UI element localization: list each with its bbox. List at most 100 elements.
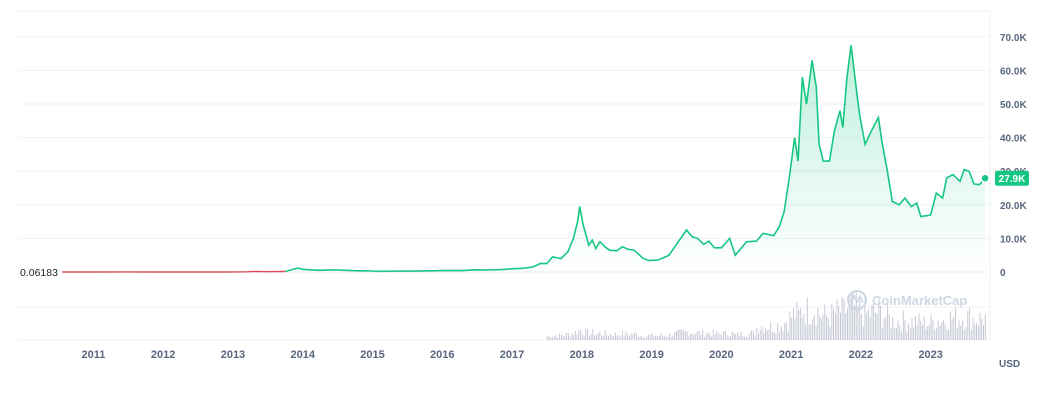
volume-bar — [723, 331, 725, 340]
volume-bar — [922, 325, 923, 340]
volume-bar — [791, 317, 793, 340]
volume-bar — [920, 320, 922, 340]
volume-bar — [655, 336, 657, 340]
x-tick-label: 2012 — [151, 349, 175, 361]
volume-bar — [738, 336, 740, 340]
volume-bar — [890, 327, 892, 340]
volume-bar — [744, 337, 745, 340]
volume-bar — [717, 333, 719, 340]
volume-bar — [857, 305, 859, 340]
volume-bar — [745, 336, 747, 340]
x-axis: 2011 2012 2013 2014 2015 2016 2017 2018 2019 2020… — [81, 349, 942, 361]
volume-bar — [681, 329, 683, 340]
volume-bar — [777, 323, 779, 340]
volume-bar — [627, 334, 629, 340]
volume-bar — [902, 310, 904, 340]
volume-bar — [913, 327, 915, 340]
x-tick-label: 2021 — [779, 349, 803, 361]
volume-bar — [564, 336, 566, 340]
volume-bar — [979, 313, 981, 340]
volume-bar — [859, 300, 861, 340]
volume-bar — [833, 308, 834, 340]
volume-bar — [641, 335, 643, 340]
coinmarketcap-logo-icon — [847, 290, 867, 310]
volume-bar — [895, 327, 897, 340]
x-tick-label: 2016 — [430, 349, 454, 361]
volume-bar — [571, 333, 573, 340]
y-tick-label: 60.0K — [1000, 66, 1027, 77]
volume-bar — [826, 315, 827, 340]
volume-bar — [983, 325, 984, 340]
volume-bar — [812, 319, 814, 340]
volume-bar — [684, 330, 686, 340]
volume-bar — [569, 336, 571, 340]
volume-bar — [894, 328, 896, 340]
volume-bar — [775, 334, 777, 340]
x-tick-label: 2019 — [639, 349, 663, 361]
volume-bar — [714, 334, 716, 340]
volume-bar — [881, 327, 883, 340]
volume-bar — [649, 335, 651, 340]
volume-bar — [557, 337, 559, 340]
y-tick-label: 40.0K — [1000, 134, 1027, 145]
volume-bar — [721, 336, 723, 340]
volume-bar — [703, 337, 705, 340]
volume-bar — [778, 332, 780, 340]
volume-bar — [946, 330, 948, 340]
y-tick-label: 20.0K — [1000, 201, 1027, 212]
watermark-text: CoinMarketCap — [872, 293, 967, 308]
volume-bar — [864, 299, 866, 340]
volume-bar — [758, 333, 759, 340]
volume-bar — [867, 309, 869, 340]
volume-bar — [836, 299, 838, 340]
volume-bar — [705, 334, 707, 340]
volume-bar — [616, 335, 618, 340]
volume-bar — [815, 326, 817, 340]
volume-bar — [686, 331, 688, 340]
volume-bar — [939, 326, 941, 340]
x-tick-label: 2017 — [500, 349, 524, 361]
volume-bar — [669, 333, 670, 340]
volume-bar — [838, 305, 840, 340]
volume-bar — [676, 330, 677, 340]
volume-bar — [794, 318, 796, 340]
volume-bar — [960, 325, 962, 340]
volume-bar — [887, 303, 889, 340]
volume-bar — [546, 336, 548, 340]
volume-bar — [740, 331, 742, 340]
y-tick-label: 50.0K — [1000, 100, 1027, 111]
volume-bar — [792, 308, 794, 340]
volume-bar — [587, 328, 589, 340]
volume-bar — [772, 332, 773, 340]
volume-bar — [810, 324, 812, 340]
y-tick-label: 70.0K — [1000, 33, 1027, 44]
volume-bar — [677, 329, 679, 340]
volume-bar — [962, 320, 964, 340]
volume-bar — [829, 326, 831, 340]
volume-bar — [935, 327, 937, 340]
volume-bar — [599, 331, 601, 340]
volume-bar — [618, 335, 620, 340]
volume-bar — [948, 329, 950, 340]
volume-bar — [923, 316, 925, 340]
volume-bar — [822, 314, 824, 340]
volume-bar — [897, 320, 899, 340]
volume-bar — [916, 325, 918, 340]
volume-bar — [731, 331, 733, 340]
volume-bar — [843, 299, 845, 340]
volume-bar — [927, 326, 929, 340]
volume-bar — [937, 320, 939, 340]
volume-bar — [763, 333, 765, 340]
currency-label: USD — [999, 359, 1020, 370]
price-line — [285, 45, 986, 273]
volume-bar — [768, 329, 770, 340]
volume-bar — [840, 312, 841, 340]
volume-bar — [707, 332, 709, 340]
watermark: CoinMarketCap — [847, 290, 967, 310]
volume-bar — [566, 332, 568, 340]
volume-bar — [955, 307, 957, 340]
volume-bar — [906, 331, 908, 340]
volume-bar — [831, 303, 833, 340]
volume-bar — [782, 330, 784, 340]
volume-bar — [573, 335, 575, 340]
